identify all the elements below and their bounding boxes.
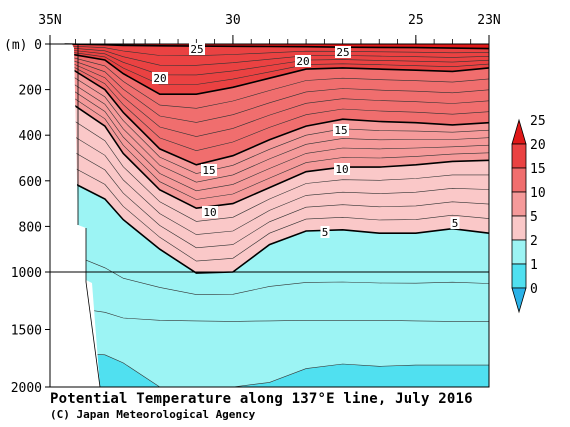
y-tick-label: 400 (19, 129, 42, 144)
colorbar-segment (511, 239, 527, 265)
isotherm-thin (64, 84, 490, 192)
isotherm-thin (64, 51, 490, 85)
colorbar-label: 0 (530, 282, 538, 297)
colorbar-bottom-cap (511, 287, 527, 314)
isotherm-thin (64, 130, 490, 235)
contour-label-bg (201, 164, 217, 176)
isotherm-thin (64, 91, 490, 200)
y-tick-label: 800 (19, 220, 42, 235)
y-tick-label: 2000 (11, 381, 42, 396)
contour-label-bg (450, 217, 460, 229)
colorbar-label: 20 (530, 138, 546, 153)
contour-labels: 25 25 20 20 15 15 10 10 5 5 (152, 43, 460, 239)
colorbar-segment (511, 191, 527, 217)
isotherm-20 (64, 52, 490, 95)
land-mask (50, 44, 100, 387)
y-tick-label: 1000 (11, 266, 42, 281)
isotherm-thin (64, 251, 490, 295)
isotherm-thin (64, 77, 490, 183)
colorbar-segment (511, 143, 527, 169)
contour-label: 25 (336, 46, 349, 59)
temperature-fills (50, 44, 489, 387)
chart-title: Potential Temperature along 137°E line, … (50, 391, 473, 407)
y-unit-label: (m) (4, 38, 27, 53)
isotherm-thin (64, 55, 490, 109)
contour-label: 5 (452, 217, 459, 230)
y-tick-label: 1500 (11, 324, 42, 339)
contour-label-bg (333, 124, 349, 136)
fill-band-4 (50, 98, 489, 274)
isotherm-thin (64, 71, 490, 174)
chart-credit: (C) Japan Meteorological Agency (50, 408, 256, 421)
isotherm-thin (64, 306, 489, 322)
contour-label: 20 (153, 72, 166, 85)
isotherm-thin (64, 61, 490, 152)
colorbar-label: 25 (530, 114, 546, 129)
contour-label-bg (334, 163, 350, 175)
contour-label: 5 (322, 226, 329, 239)
colorbar-label: 5 (530, 210, 538, 225)
contour-label-bg (335, 46, 351, 58)
isotherm-thin (64, 45, 490, 57)
isotherm-5 (64, 177, 490, 274)
slope-line (77, 44, 101, 388)
isotherm-25 (64, 43, 490, 50)
contour-label: 15 (334, 124, 347, 137)
fill-band-5 (50, 178, 489, 387)
colorbar-label: 2 (530, 234, 538, 249)
x-tick-label: 35N (38, 13, 61, 28)
intermediate-isotherms (64, 45, 490, 388)
seafloor-mask (50, 44, 101, 388)
colorbar-label: 10 (530, 186, 546, 201)
colorbar-top-cap (511, 118, 527, 145)
colorbar-segment (511, 215, 527, 241)
contour-label: 15 (202, 164, 215, 177)
contour-label: 10 (203, 206, 216, 219)
isotherm-thin (64, 59, 490, 137)
contour-label-bg (320, 226, 330, 238)
contour-label-bg (295, 55, 311, 67)
colorbar-label: 15 (530, 162, 546, 177)
colorbar-segment (511, 167, 527, 193)
colorbar-segment (511, 263, 527, 289)
plot-axes: 35N 30 25 23N 0 200 400 600 800 1000 1500 2000 (m) (4, 13, 501, 396)
x-tick-label: 25 (408, 13, 424, 28)
isotherm-thin (64, 49, 490, 76)
isotherm-15 (64, 63, 490, 166)
x-tick-label: 23N (477, 13, 500, 28)
isotherm-thin (64, 146, 490, 249)
labeled-isotherms (64, 43, 490, 274)
isotherm-thin (64, 47, 490, 66)
contour-label: 25 (190, 43, 203, 56)
colorbar-label: 1 (530, 258, 538, 273)
fill-band-2 (50, 53, 489, 165)
contour-label-bg (152, 72, 168, 84)
contour-label: 10 (335, 163, 348, 176)
contour-label-bg (202, 206, 218, 218)
isotherm-thin (64, 57, 490, 123)
isotherm-thin (64, 162, 490, 262)
y-tick-label: 600 (19, 175, 42, 190)
isotherm-thin (64, 352, 489, 388)
y-tick-label: 0 (34, 38, 42, 53)
fill-band-6 (50, 352, 489, 387)
isotherm-10 (64, 98, 490, 210)
contour-label: 20 (296, 55, 309, 68)
x-tick-label: 30 (225, 13, 241, 28)
isotherm-thin (64, 114, 489, 222)
contour-label-bg (189, 43, 205, 55)
y-tick-label: 200 (19, 84, 42, 99)
fill-band-3 (50, 64, 489, 209)
